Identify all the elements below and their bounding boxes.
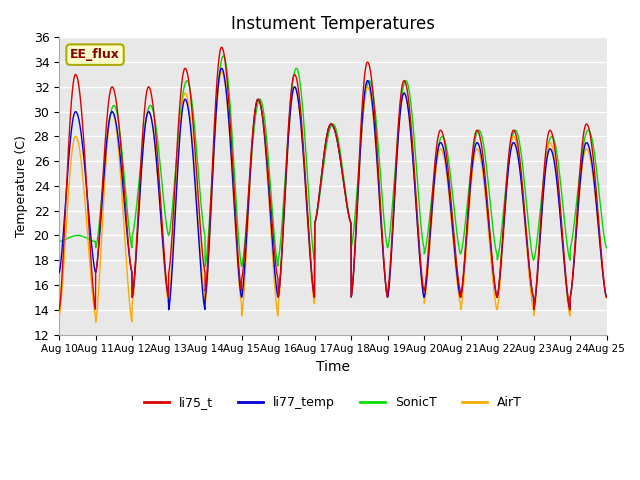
Text: EE_flux: EE_flux [70, 48, 120, 61]
li77_temp [603, 295, 611, 300]
AirT [603, 295, 611, 300]
li75_t [361, 72, 369, 78]
SonicT [202, 264, 209, 269]
li77_temp [55, 270, 63, 276]
li75_t [570, 262, 577, 267]
li77_temp [570, 262, 578, 268]
SonicT [220, 53, 227, 59]
Legend: li75_t, li77_temp, SonicT, AirT: li75_t, li77_temp, SonicT, AirT [139, 391, 527, 414]
SonicT [361, 96, 369, 101]
Line: SonicT: SonicT [59, 56, 607, 266]
AirT [361, 94, 369, 99]
li75_t [208, 176, 216, 182]
li75_t [349, 280, 356, 286]
SonicT [349, 234, 357, 240]
SonicT [208, 175, 216, 181]
li77_temp [566, 307, 574, 312]
AirT [555, 194, 563, 200]
li75_t [492, 290, 500, 296]
li75_t [55, 307, 63, 312]
AirT [492, 304, 500, 310]
li75_t [603, 295, 611, 300]
SonicT [603, 245, 611, 251]
li75_t [218, 44, 225, 50]
li75_t [554, 180, 562, 186]
Line: AirT: AirT [59, 72, 607, 322]
li77_temp [554, 193, 562, 199]
SonicT [55, 239, 63, 244]
AirT [55, 313, 63, 319]
AirT [349, 278, 357, 284]
SonicT [555, 163, 563, 169]
Y-axis label: Temperature (C): Temperature (C) [15, 135, 28, 237]
Line: li77_temp: li77_temp [59, 68, 607, 310]
AirT [218, 69, 225, 75]
li77_temp [208, 190, 216, 195]
li77_temp [349, 281, 356, 287]
SonicT [492, 249, 500, 254]
Line: li75_t: li75_t [59, 47, 607, 310]
Title: Instument Temperatures: Instument Temperatures [231, 15, 435, 33]
SonicT [570, 224, 578, 229]
X-axis label: Time: Time [316, 360, 350, 374]
AirT [570, 263, 578, 269]
AirT [208, 189, 216, 195]
AirT [92, 319, 99, 325]
li77_temp [361, 90, 369, 96]
li77_temp [218, 65, 225, 71]
li77_temp [492, 291, 500, 297]
